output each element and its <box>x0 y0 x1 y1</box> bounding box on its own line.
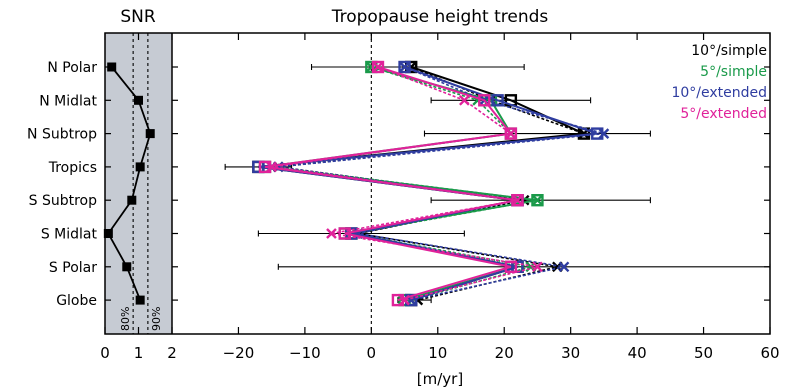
series-3-cross-point <box>532 261 543 273</box>
series-3-square-point <box>511 193 524 207</box>
series-3-cross-point <box>399 294 410 306</box>
chart-marks: N Polar N Midlat N Subtrop Tropics S Subtrop… <box>27 33 780 362</box>
trend-x-tick-label-7: 50 <box>694 344 713 362</box>
series-3-cross-point <box>512 194 523 206</box>
snr-x-tick-label-2: 2 <box>167 344 177 362</box>
series-3-square-point <box>338 227 351 240</box>
series-3-square-point <box>478 94 491 107</box>
series-1-square-point <box>531 193 544 207</box>
series-2-cross-point <box>598 128 610 139</box>
snr-line <box>107 66 152 301</box>
series-2-square-point <box>591 127 604 140</box>
snr-x-tick-label-0: 0 <box>100 344 110 362</box>
series-3-square-point <box>391 293 405 307</box>
series-3-cross-point <box>505 128 517 139</box>
series-2-cross-point <box>399 61 410 73</box>
legend-entry-5-extended: 5°/extended <box>680 106 767 122</box>
trend-x-axis-label: [m/yr] <box>417 370 463 388</box>
category-label-s-subtrop: S Subtrop <box>29 193 97 209</box>
series-3-square-point <box>504 260 518 273</box>
trend-x-tick-label-4: 20 <box>495 344 514 362</box>
category-label-s-midlat: S Midlat <box>41 227 98 243</box>
series-1-cross-point <box>532 194 543 206</box>
snr-x-tick-label-1: 1 <box>134 344 144 362</box>
series-3-cross-point <box>372 61 384 73</box>
category-label-globe: Globe <box>56 293 97 309</box>
snr-point <box>122 262 132 272</box>
snr-point <box>127 195 137 205</box>
trend-x-tick-label-6: 40 <box>628 344 647 362</box>
snr-panel-title: SNR <box>120 7 156 27</box>
snr-point <box>103 229 113 238</box>
series-2-cross-point <box>558 261 570 273</box>
snr-point <box>135 162 145 172</box>
category-label-n-polar: N Polar <box>47 60 97 76</box>
series-3-square-point <box>371 60 385 74</box>
category-label-n-midlat: N Midlat <box>39 93 97 109</box>
trend-x-tick-label-2: 0 <box>367 344 377 362</box>
series-3-cross-point <box>459 94 470 106</box>
snr-point <box>145 129 155 139</box>
trend-x-tick-label-3: 10 <box>428 344 447 362</box>
series-3-cross-point <box>266 161 278 173</box>
snr-point <box>135 295 145 305</box>
legend-entry-10-extended: 10°/extended <box>671 85 767 101</box>
series-3-cross-point <box>326 228 337 239</box>
plot-frame <box>104 32 771 335</box>
series-2-square-point <box>491 94 504 107</box>
trend-panel-title: Tropopause height trends <box>331 7 549 27</box>
series-2-square-point <box>252 160 265 174</box>
trend-x-tick-label-1: −10 <box>289 344 321 362</box>
snr-point <box>107 62 117 72</box>
category-label-s-polar: S Polar <box>49 260 97 276</box>
legend-entry-5-simple: 5°/simple <box>700 64 767 80</box>
series-2-square-point <box>398 60 411 74</box>
series-3-square-point <box>504 127 518 140</box>
snr-panel-background <box>105 33 172 334</box>
trend-x-tick-label-8: 60 <box>760 344 779 362</box>
category-label-n-subtrop: N Subtrop <box>27 127 97 143</box>
series-3-square-point <box>258 160 272 174</box>
snr-threshold-label-90: 90% <box>150 307 163 331</box>
series-2-cross-line <box>278 66 605 301</box>
trend-x-tick-label-5: 30 <box>561 344 580 362</box>
legend-entry-10-simple: 10°/simple <box>691 43 767 59</box>
category-label-tropics: Tropics <box>48 160 97 176</box>
legend: 10°/simple 5°/simple 10°/extended 5°/ext… <box>671 43 767 122</box>
snr-threshold-label-80: 80% <box>119 307 132 331</box>
snr-point <box>134 95 143 105</box>
trend-x-tick-label-0: −20 <box>223 344 255 362</box>
